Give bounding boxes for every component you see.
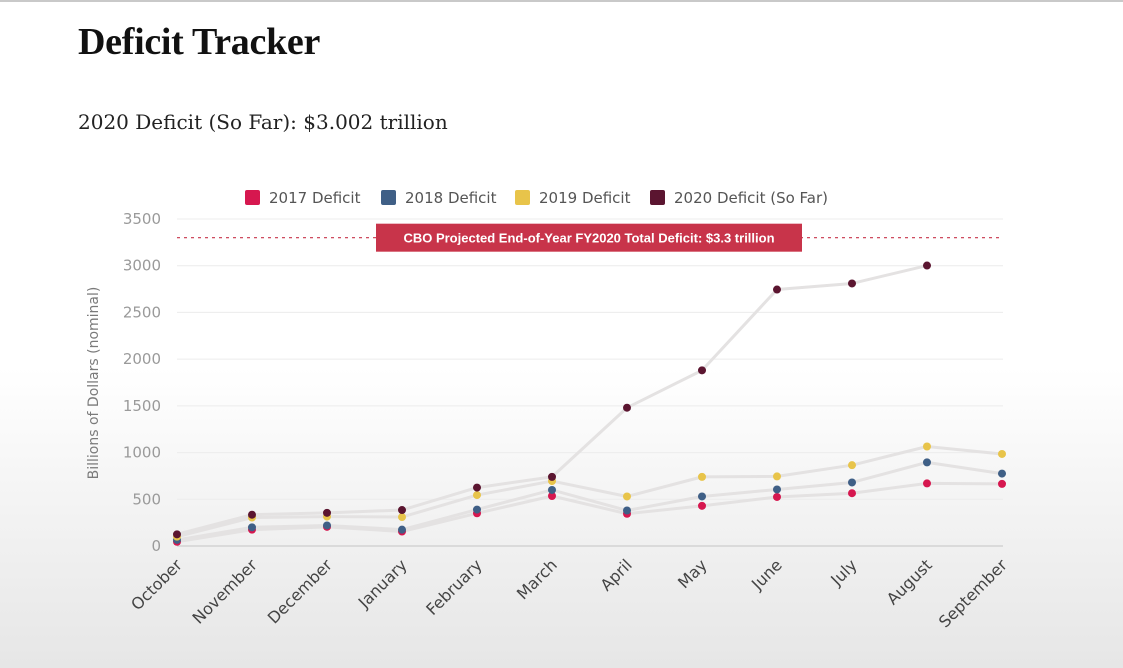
data-point-2018-deficit <box>623 506 631 515</box>
y-tick-label: 1000 <box>123 444 161 462</box>
x-tick-label: May <box>674 555 711 592</box>
data-point-2018-deficit <box>323 521 331 530</box>
legend-label-2017-deficit[interactable]: 2017 Deficit <box>269 189 361 207</box>
x-tick-label: June <box>747 555 786 594</box>
series-line-2017-deficit <box>176 481 1003 544</box>
data-point-2017-deficit <box>923 479 931 488</box>
series-line-2018-deficit <box>176 460 1003 542</box>
legend-swatch-2017-deficit[interactable] <box>245 190 260 205</box>
data-point-2018-deficit <box>473 505 481 514</box>
data-point-2018-deficit <box>248 523 256 532</box>
data-point-2020-deficit-so-far <box>698 366 706 375</box>
reference-label: CBO Projected End-of-Year FY2020 Total D… <box>403 231 774 246</box>
data-point-2019-deficit <box>698 472 706 481</box>
x-tick-label: December <box>264 555 336 627</box>
data-point-2017-deficit <box>698 501 706 510</box>
data-point-2019-deficit <box>848 461 856 470</box>
data-point-2018-deficit <box>398 525 406 534</box>
data-point-2020-deficit-so-far <box>323 508 331 517</box>
x-tick-label: August <box>883 555 936 608</box>
chart-grid <box>177 218 1003 547</box>
y-tick-label: 1500 <box>123 397 161 415</box>
data-point-2018-deficit <box>773 485 781 494</box>
data-point-2020-deficit-so-far <box>548 472 556 481</box>
data-point-2019-deficit <box>923 442 931 451</box>
reference-line-group: CBO Projected End-of-Year FY2020 Total D… <box>177 223 1003 252</box>
series-line-2019-deficit <box>176 444 1003 539</box>
data-point-2020-deficit-so-far <box>623 403 631 412</box>
data-point-2017-deficit <box>548 492 556 501</box>
series-lines <box>176 264 1003 544</box>
data-point-2017-deficit <box>773 492 781 501</box>
x-tick-label: September <box>935 555 1011 631</box>
data-point-2019-deficit <box>623 492 631 501</box>
data-point-2019-deficit <box>773 472 781 481</box>
page-subtitle: 2020 Deficit (So Far): $3.002 trillion <box>78 110 448 134</box>
data-point-2019-deficit <box>998 449 1006 458</box>
data-point-2020-deficit-so-far <box>848 279 856 288</box>
y-axis-ticks: 0 500 1000 1500 2000 2500 3000 3500 <box>123 210 161 555</box>
legend-label-2019-deficit[interactable]: 2019 Deficit <box>539 189 631 207</box>
data-point-2020-deficit-so-far <box>248 510 256 519</box>
legend-swatch-2019-deficit[interactable] <box>515 190 530 205</box>
data-point-2018-deficit <box>998 469 1006 478</box>
legend-label-2018-deficit[interactable]: 2018 Deficit <box>405 189 497 207</box>
legend-swatch-2018-deficit[interactable] <box>381 190 396 205</box>
series-points <box>173 261 1006 546</box>
data-point-2020-deficit-so-far <box>473 483 481 492</box>
y-tick-label: 3000 <box>123 257 161 275</box>
x-axis-ticks: October November December January February Ma… <box>127 555 1011 631</box>
data-point-2018-deficit <box>848 478 856 487</box>
data-point-2020-deficit-so-far <box>923 261 931 270</box>
data-point-2018-deficit <box>923 458 931 467</box>
x-tick-label: January <box>354 555 411 612</box>
x-tick-label: October <box>127 555 186 614</box>
data-point-2018-deficit <box>548 485 556 494</box>
x-tick-label: November <box>189 555 262 628</box>
y-tick-label: 500 <box>132 490 161 508</box>
data-point-2020-deficit-so-far <box>173 530 181 539</box>
x-tick-label: April <box>597 555 636 594</box>
data-point-2019-deficit <box>398 513 406 522</box>
top-divider <box>0 0 1123 2</box>
y-tick-label: 3500 <box>123 210 161 228</box>
y-axis-title: Billions of Dollars (nominal) <box>86 287 102 480</box>
x-tick-label: March <box>513 555 561 603</box>
data-point-2017-deficit <box>998 479 1006 488</box>
y-tick-label: 2500 <box>123 303 161 321</box>
x-tick-label: July <box>826 555 860 589</box>
legend-swatch-2020-deficit-so-far[interactable] <box>650 190 665 205</box>
chart-legend[interactable]: 2017 Deficit 2018 Deficit 2019 Deficit 2020… <box>245 189 828 207</box>
data-point-2020-deficit-so-far <box>773 285 781 294</box>
y-tick-label: 0 <box>151 537 161 555</box>
data-point-2020-deficit-so-far <box>398 506 406 515</box>
y-tick-label: 2000 <box>123 350 161 368</box>
data-point-2017-deficit <box>848 489 856 498</box>
legend-label-2020-deficit-so-far[interactable]: 2020 Deficit (So Far) <box>674 189 828 207</box>
data-point-2018-deficit <box>698 492 706 501</box>
page-title: Deficit Tracker <box>78 21 321 63</box>
reference-label-box <box>376 223 802 252</box>
x-tick-label: February <box>422 555 486 619</box>
data-point-2019-deficit <box>473 491 481 500</box>
